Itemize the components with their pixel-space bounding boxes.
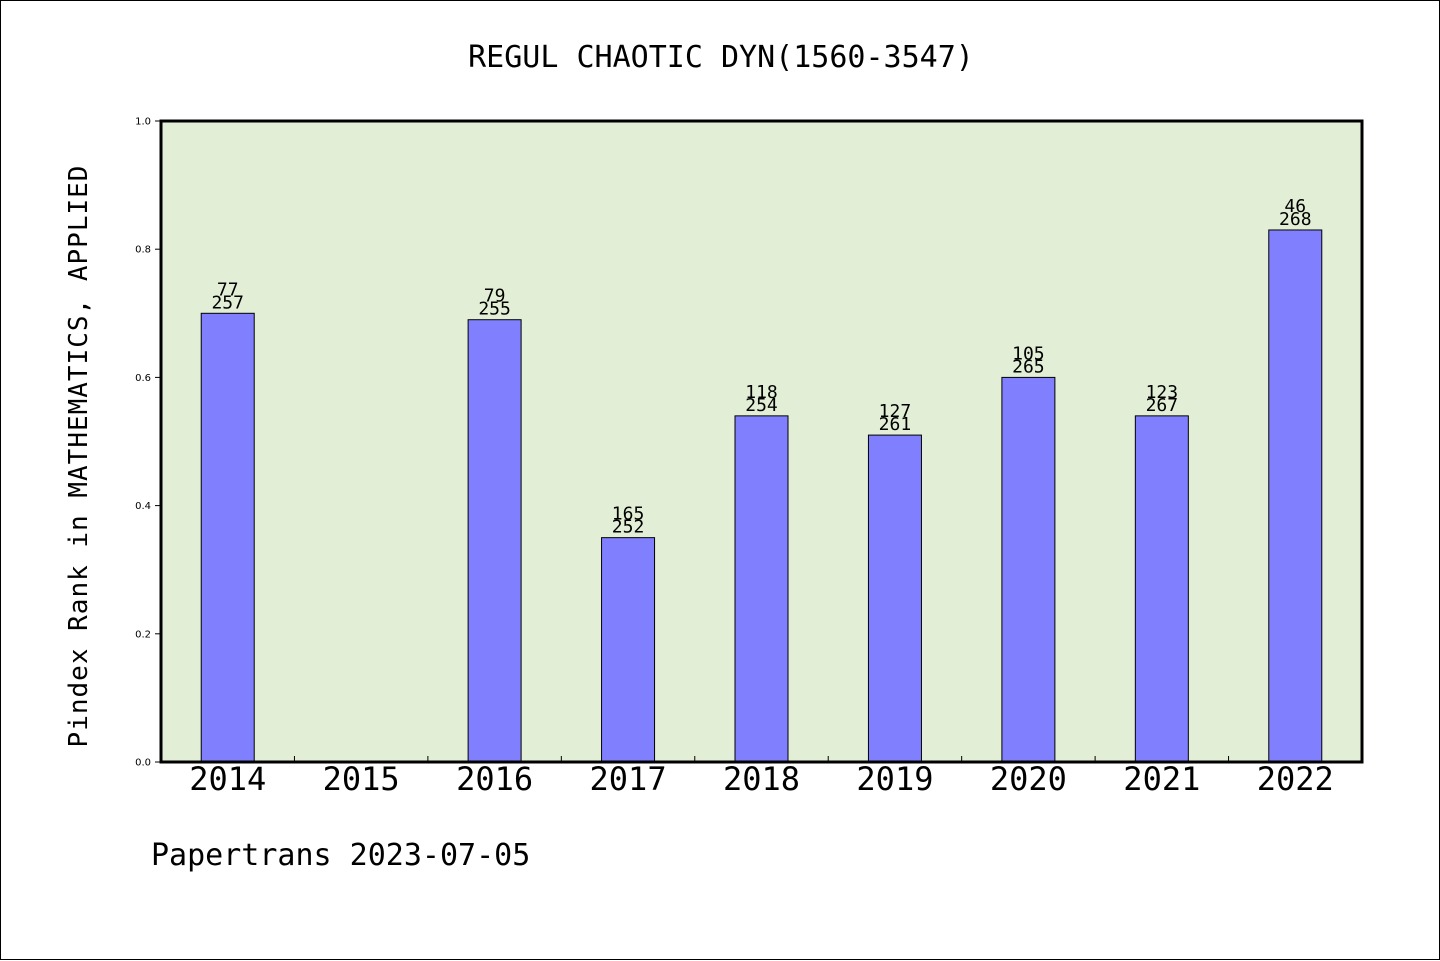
x-tick-label-2014: 2014 (189, 760, 266, 798)
data-label-top-2021: 123 (1146, 382, 1179, 403)
bar-2020 (1001, 376, 1056, 763)
y-tick-label-3: 0.6 (135, 373, 151, 384)
data-label-top-2018: 118 (745, 382, 778, 403)
x-tick-label-2022: 2022 (1257, 760, 1334, 798)
data-label-top-2014: 77 (217, 279, 239, 300)
data-label-bottom-2022: 268 (1279, 209, 1312, 230)
y-tick-label-5: 1.0 (135, 117, 151, 128)
x-tick-label-2017: 2017 (590, 760, 667, 798)
bar-2019 (867, 434, 922, 763)
data-label-bottom-2014: 257 (211, 292, 244, 313)
bar-2022 (1268, 229, 1323, 763)
y-tick-label-2: 0.4 (135, 501, 151, 512)
data-label-bottom-2020: 265 (1012, 356, 1045, 377)
y-axis-label: Pindex Rank in MATHEMATICS, APPLIED (64, 165, 94, 748)
data-label-top-2016: 79 (484, 286, 506, 307)
data-label-bottom-2021: 267 (1146, 395, 1179, 416)
x-tick-label-2018: 2018 (723, 760, 800, 798)
x-tick-label-2019: 2019 (856, 760, 933, 798)
y-tick-label-0: 0.0 (135, 758, 151, 769)
data-label-bottom-2018: 254 (745, 395, 778, 416)
data-label-top-2020: 105 (1012, 343, 1045, 364)
data-label-top-2022: 46 (1284, 196, 1306, 217)
data-label-bottom-2019: 261 (879, 414, 912, 435)
y-tick-label-4: 0.8 (135, 245, 151, 256)
x-tick-label-2020: 2020 (990, 760, 1067, 798)
chart-title: REGUL CHAOTIC DYN(1560-3547) (468, 40, 974, 75)
bar-2017 (601, 537, 656, 763)
data-label-bottom-2017: 252 (612, 517, 645, 538)
bar-2016 (467, 319, 522, 763)
bar-2018 (734, 415, 789, 763)
data-label-top-2017: 165 (612, 504, 645, 525)
footer-text: Papertrans 2023-07-05 (151, 838, 530, 873)
x-ticks-group: 2014 2015 2016 2017 2018 2019 2020 2021 2022 (189, 756, 1334, 798)
x-tick-label-2015: 2015 (323, 760, 400, 798)
bar-2014 (200, 312, 255, 763)
bars-group (200, 229, 1323, 763)
y-tick-label-1: 0.2 (135, 629, 151, 640)
x-tick-label-2016: 2016 (456, 760, 533, 798)
data-label-top-2019: 127 (879, 401, 912, 422)
x-tick-label-2021: 2021 (1123, 760, 1200, 798)
y-ticks-group: 0.0 0.2 0.4 0.6 0.8 1.0 (135, 117, 161, 769)
bar-2021 (1134, 415, 1189, 763)
data-label-bottom-2016: 255 (478, 299, 511, 320)
plot-border (159, 119, 1364, 764)
